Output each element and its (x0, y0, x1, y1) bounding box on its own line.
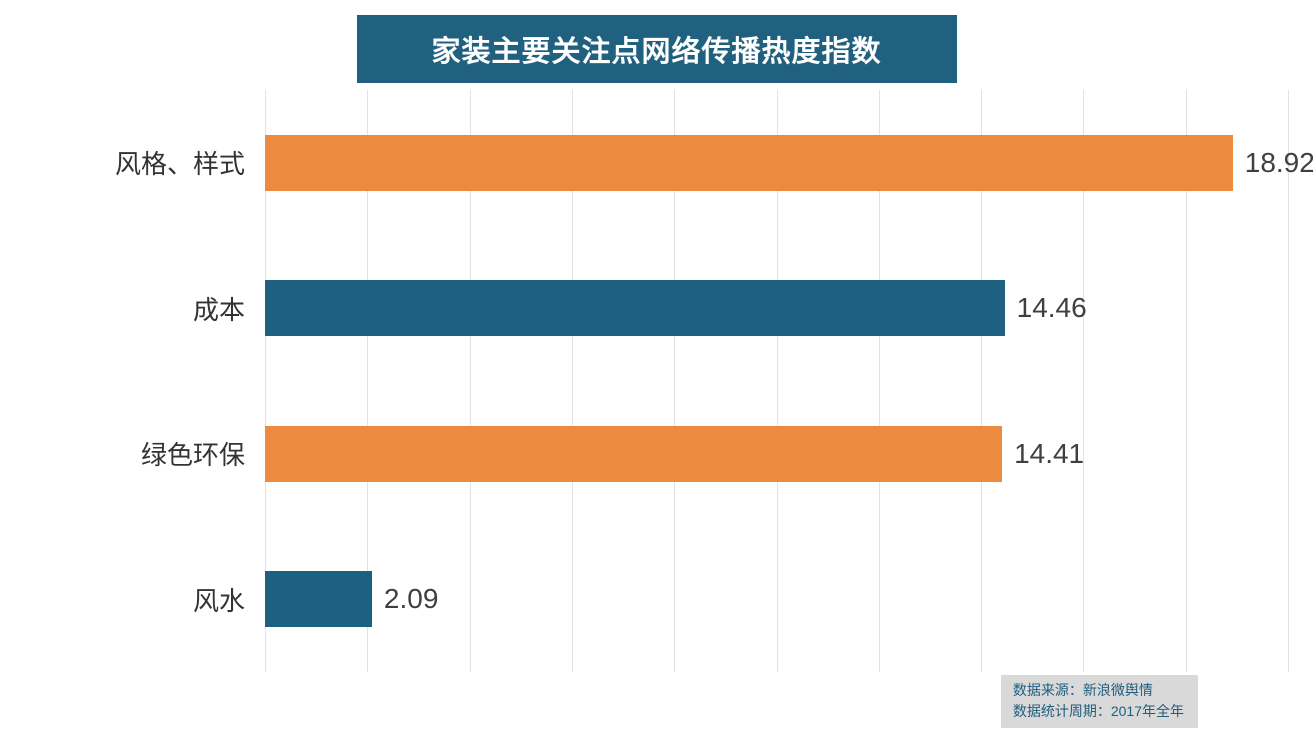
category-label: 风水 (192, 585, 245, 616)
value-label: 18.92 (1244, 146, 1313, 178)
bar-track: 18.92 (265, 90, 1313, 236)
bar-row: 绿色环保 14.41 (0, 381, 1313, 527)
gridline (1185, 90, 1187, 672)
value-label: 14.46 (1016, 292, 1087, 324)
bar (265, 134, 1233, 191)
gridlines (265, 90, 1289, 672)
bar-row: 风格、样式 18.92 (0, 90, 1313, 236)
gridline (571, 90, 573, 672)
category-label: 成本 (192, 294, 245, 325)
gridline (674, 90, 676, 672)
value-label: 14.41 (1014, 437, 1085, 469)
bar-track: 14.41 (265, 381, 1288, 527)
bar-track: 14.46 (265, 236, 1288, 382)
bar-row: 风水 2.09 (0, 527, 1313, 673)
source-line-2: 数据统计周期：2017年全年 (1012, 703, 1184, 720)
value-label: 2.09 (383, 583, 439, 615)
data-source-note: 数据来源：新浪微舆情 数据统计周期：2017年全年 (1000, 674, 1198, 728)
gridline (981, 90, 983, 672)
gridline (367, 90, 369, 672)
bar-row: 成本 14.46 (0, 236, 1313, 382)
chart-title: 家装主要关注点网络传播热度指数 (356, 15, 957, 83)
category-label: 风格、样式 (114, 149, 245, 180)
bar-rows: 风格、样式 18.92 成本 14.46 绿色环保 14.41 风水 2.09 (0, 90, 1313, 672)
bar (265, 571, 372, 628)
bar (265, 425, 1003, 482)
bar (265, 280, 1005, 337)
gridline (1083, 90, 1085, 672)
source-line-1: 数据来源：新浪微舆情 (1012, 681, 1153, 698)
gridline (265, 90, 266, 672)
gridline (469, 90, 471, 672)
gridline (776, 90, 778, 672)
category-label: 绿色环保 (140, 440, 245, 471)
bar-track: 2.09 (265, 527, 1288, 673)
gridline (1288, 90, 1289, 672)
gridline (878, 90, 880, 672)
